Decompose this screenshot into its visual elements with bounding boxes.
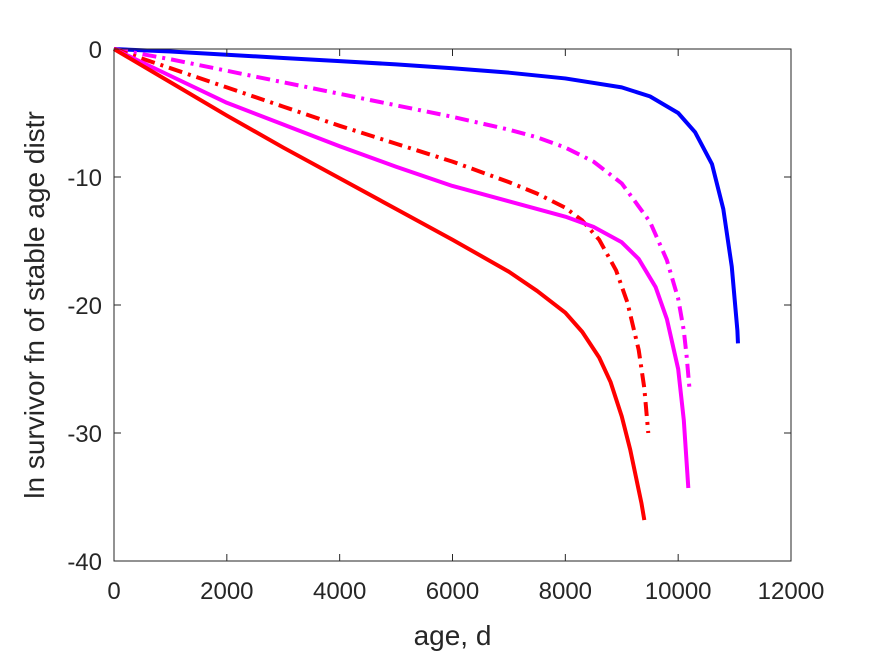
y-tick-label: 0	[89, 37, 102, 64]
series-line-3	[113, 47, 651, 434]
series-line-2	[113, 47, 692, 389]
y-tick-label: -40	[67, 549, 102, 576]
x-tick-label: 6000	[426, 578, 479, 605]
y-tick-label: -20	[67, 293, 102, 320]
y-axis-ticks: 0 -10 -20 -30 -40	[67, 37, 791, 576]
y-tick-label: -10	[67, 165, 102, 192]
x-tick-label: 8000	[539, 578, 592, 605]
plot-area	[114, 49, 791, 561]
x-axis-label: age, d	[414, 620, 492, 651]
series-layer	[112, 47, 740, 521]
series-line-1	[113, 47, 740, 344]
x-tick-label: 10000	[645, 578, 712, 605]
x-axis-ticks: 0 2000 4000 6000 8000 10000 12000	[107, 49, 824, 605]
series-line-5	[112, 47, 647, 521]
x-tick-label: 2000	[200, 578, 253, 605]
x-tick-label: 4000	[313, 578, 366, 605]
series-line-4	[113, 47, 691, 489]
x-tick-label: 0	[107, 578, 120, 605]
y-tick-label: -30	[67, 421, 102, 448]
y-axis-label: ln survivor fn of stable age distr	[19, 111, 50, 499]
x-tick-label: 12000	[758, 578, 825, 605]
